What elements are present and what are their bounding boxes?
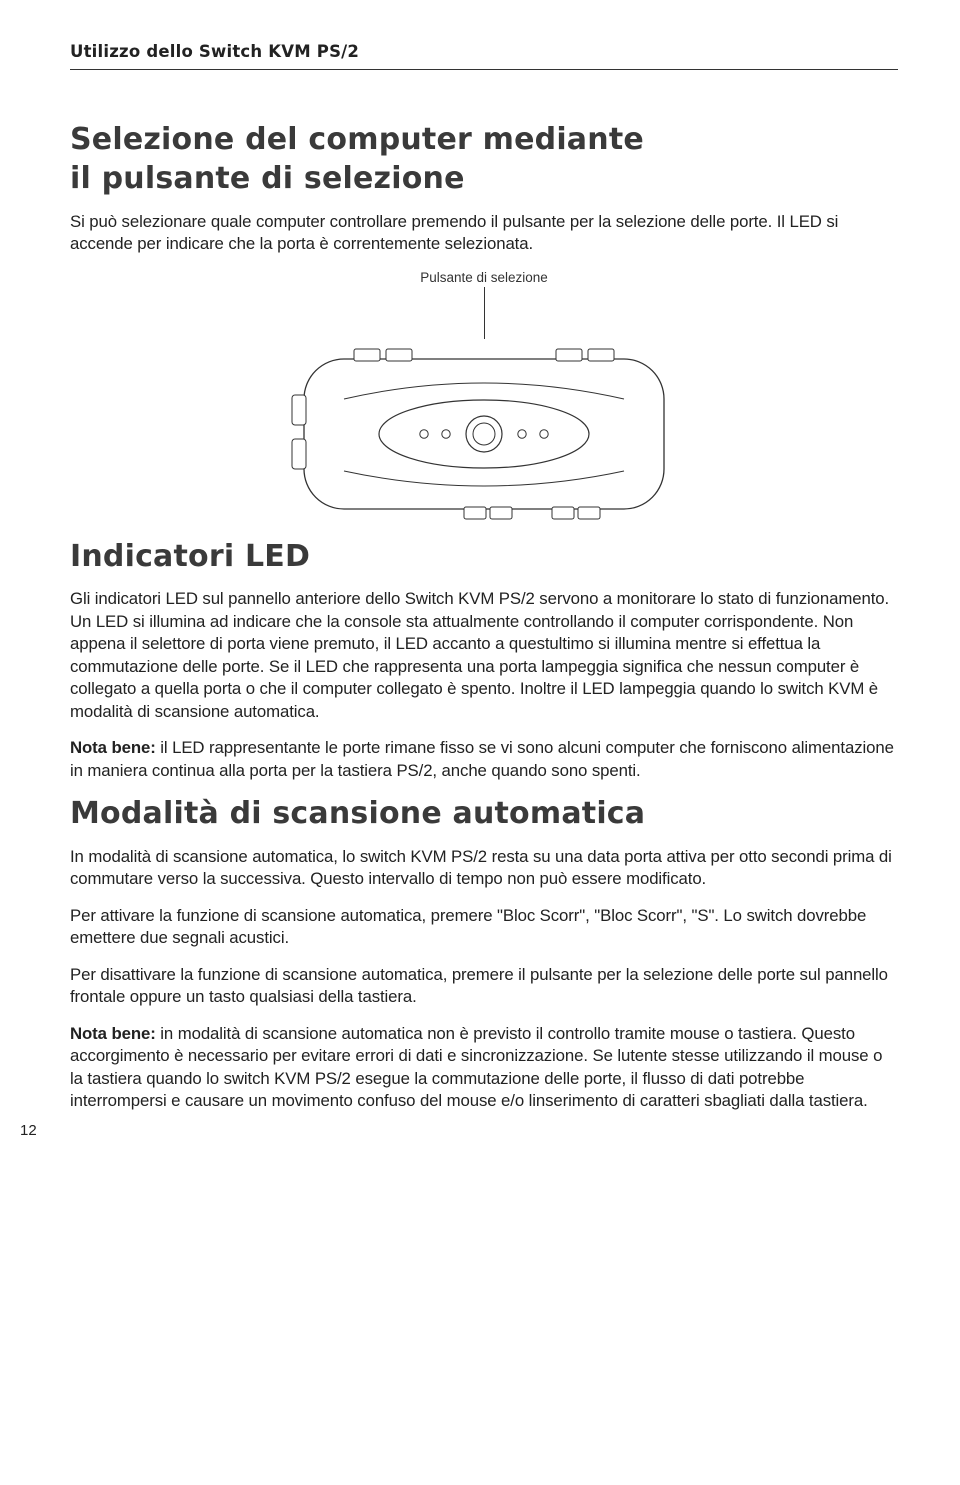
- heading-selection-1: Selezione del computer mediante: [70, 122, 898, 157]
- paragraph-3: Nota bene: il LED rappresentante le port…: [70, 737, 898, 782]
- heading-autoscan: Modalità di scansione automatica: [70, 796, 898, 831]
- nota-bene-1: Nota bene:: [70, 738, 156, 757]
- page-number: 12: [20, 1122, 37, 1139]
- kvm-device-diagram: [274, 339, 694, 529]
- paragraph-2: Gli indicatori LED sul pannello anterior…: [70, 588, 898, 723]
- device-diagram-wrap: Pulsante di selezione: [70, 270, 898, 529]
- paragraph-7-text: in modalità di scansione automatica non …: [70, 1024, 882, 1111]
- heading-selection-2: il pulsante di selezione: [70, 161, 898, 196]
- diagram-leader-line: [484, 287, 485, 339]
- paragraph-5: Per attivare la funzione di scansione au…: [70, 905, 898, 950]
- paragraph-1: Si può selezionare quale computer contro…: [70, 211, 898, 256]
- diagram-caption: Pulsante di selezione: [420, 270, 548, 285]
- paragraph-4: In modalità di scansione automatica, lo …: [70, 846, 898, 891]
- paragraph-7: Nota bene: in modalità di scansione auto…: [70, 1023, 898, 1113]
- running-head: Utilizzo dello Switch KVM PS/2: [70, 42, 898, 70]
- heading-led: Indicatori LED: [70, 539, 898, 574]
- nota-bene-2: Nota bene:: [70, 1024, 156, 1043]
- paragraph-6: Per disattivare la funzione di scansione…: [70, 964, 898, 1009]
- paragraph-3-text: il LED rappresentante le porte rimane fi…: [70, 738, 894, 780]
